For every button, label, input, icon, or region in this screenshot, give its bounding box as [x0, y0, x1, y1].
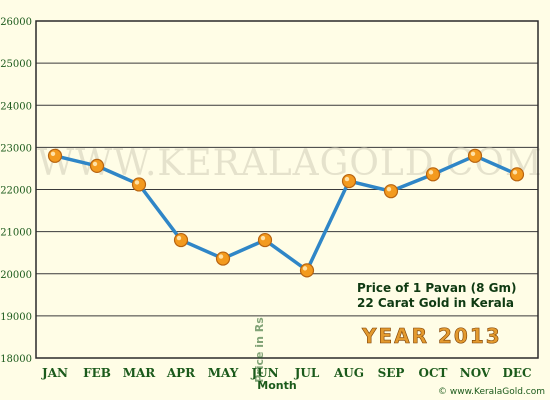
data-point-highlight	[344, 176, 350, 182]
data-point-highlight	[176, 235, 182, 241]
y-tick-20000: 20000	[0, 270, 32, 281]
x-tick-jun: JUN	[250, 366, 278, 380]
x-tick-apr: APR	[166, 366, 196, 380]
y-tick-24000: 24000	[0, 101, 32, 112]
data-point-mar	[131, 177, 147, 192]
data-point-highlight	[260, 235, 266, 241]
y-axis-title-text: Price in Rs	[253, 317, 266, 383]
data-point-highlight	[512, 170, 518, 175]
series-line	[54, 154, 518, 273]
data-point-highlight	[134, 180, 140, 185]
x-tick-sep: SEP	[378, 366, 405, 380]
plot-frame	[35, 20, 539, 359]
legend-line-2: 22 Carat Gold in Kerala	[357, 296, 514, 310]
x-tick-may: MAY	[208, 366, 239, 380]
x-tick-aug: AUG	[333, 366, 364, 380]
x-tick-jan: JAN	[41, 366, 68, 380]
data-point-sep	[383, 184, 399, 199]
data-point-oct	[425, 167, 441, 182]
data-point-jan	[47, 148, 63, 163]
x-axis-title: Month	[257, 379, 296, 392]
data-point-may	[215, 251, 231, 266]
y-tick-26000: 26000	[0, 17, 32, 28]
x-tick-feb: FEB	[83, 366, 111, 380]
year-label: YEAR 2013	[361, 324, 502, 348]
data-point-highlight	[302, 266, 308, 271]
y-axis-title: Price in Rs	[253, 317, 266, 383]
watermark: WWW.KERALAGOLD.COM	[37, 143, 542, 184]
data-point-jun	[257, 232, 273, 248]
data-point-highlight	[428, 170, 434, 175]
data-point-jul	[299, 263, 315, 278]
y-tick-22000: 22000	[0, 186, 32, 197]
data-point-apr	[173, 232, 189, 248]
data-point-aug	[341, 173, 357, 189]
x-tick-oct: OCT	[419, 366, 448, 380]
y-tick-19000: 19000	[0, 312, 32, 323]
legend-line-1: Price of 1 Pavan (8 Gm)	[357, 281, 517, 295]
data-point-highlight	[386, 186, 392, 192]
data-point-nov	[467, 148, 483, 163]
data-point-highlight	[470, 151, 476, 156]
y-tick-21000: 21000	[0, 228, 32, 239]
y-tick-18000: 18000	[0, 354, 32, 365]
data-point-feb	[89, 158, 105, 174]
data-point-highlight	[92, 161, 98, 167]
x-tick-nov: NOV	[460, 366, 491, 380]
data-point-highlight	[218, 254, 224, 259]
y-tick-25000: 25000	[0, 59, 32, 70]
y-tick-23000: 23000	[0, 143, 32, 154]
data-point-highlight	[50, 151, 56, 156]
credit-text: © www.KeralaGold.com	[438, 387, 545, 397]
x-tick-mar: MAR	[123, 366, 157, 380]
data-point-dec	[509, 167, 525, 182]
x-tick-dec: DEC	[502, 366, 531, 380]
x-tick-jul: JUL	[294, 366, 320, 380]
